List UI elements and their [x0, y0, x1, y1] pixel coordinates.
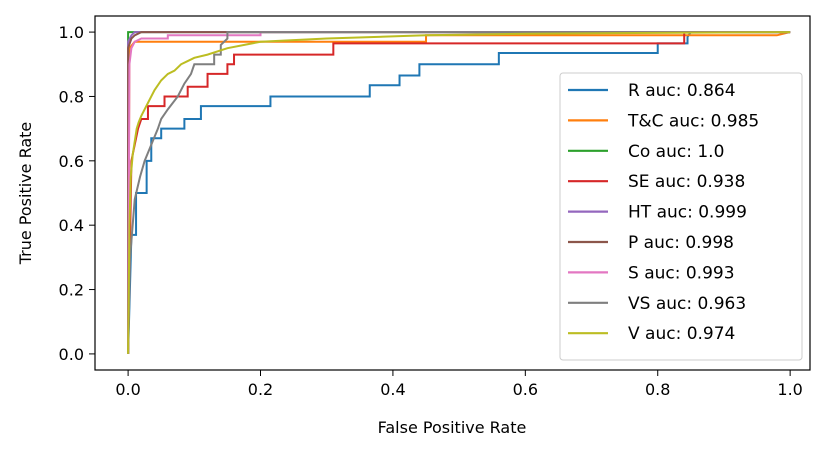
x-tick-label: 0.6 — [513, 380, 538, 399]
legend-label: R auc: 0.864 — [628, 81, 736, 101]
plot-frame — [94, 15, 811, 371]
legend-label: VS auc: 0.963 — [628, 294, 746, 314]
series-line-8 — [127, 31, 791, 354]
y-tick-label: 0.6 — [59, 152, 84, 171]
series-line-6 — [127, 31, 791, 354]
series-line-3 — [127, 31, 791, 354]
legend-label: V auc: 0.974 — [628, 324, 735, 344]
legend-label: HT auc: 0.999 — [628, 203, 747, 223]
series-line-7 — [127, 31, 791, 354]
y-tick-label: 1.0 — [59, 23, 84, 42]
legend: R auc: 0.864 T&C auc: 0.985 Co auc: 1.0 SE … — [559, 72, 803, 361]
y-tick-label: 0.2 — [59, 281, 84, 300]
x-tick-label: 1.0 — [777, 380, 802, 399]
x-tick-label: 0.0 — [115, 380, 140, 399]
x-ticks: 0.0 0.2 0.4 0.6 0.8 1.0 — [115, 370, 803, 399]
x-tick-label: 0.2 — [248, 380, 273, 399]
legend-label: Co auc: 1.0 — [628, 142, 724, 162]
legend-label: S auc: 0.993 — [628, 263, 735, 283]
y-tick-label: 0.4 — [59, 216, 84, 235]
series-layer — [127, 31, 791, 354]
legend-frame — [559, 72, 803, 361]
y-tick-label: 0.8 — [59, 87, 84, 106]
x-tick-label: 0.4 — [380, 380, 405, 399]
legend-label: T&C auc: 0.985 — [627, 111, 759, 131]
y-tick-label: 0.0 — [59, 345, 84, 364]
x-tick-label: 0.8 — [645, 380, 670, 399]
legend-label: P auc: 0.998 — [628, 233, 734, 253]
series-line-0 — [127, 31, 791, 354]
legend-label: SE auc: 0.938 — [628, 172, 745, 192]
y-ticks: 0.0 0.2 0.4 0.6 0.8 1.0 — [59, 23, 95, 364]
y-axis-label: True Positive Rate — [16, 122, 35, 266]
legend-items: R auc: 0.864 T&C auc: 0.985 Co auc: 1.0 SE … — [568, 81, 759, 344]
series-line-1 — [127, 31, 791, 354]
x-axis-label: False Positive Rate — [378, 418, 527, 437]
